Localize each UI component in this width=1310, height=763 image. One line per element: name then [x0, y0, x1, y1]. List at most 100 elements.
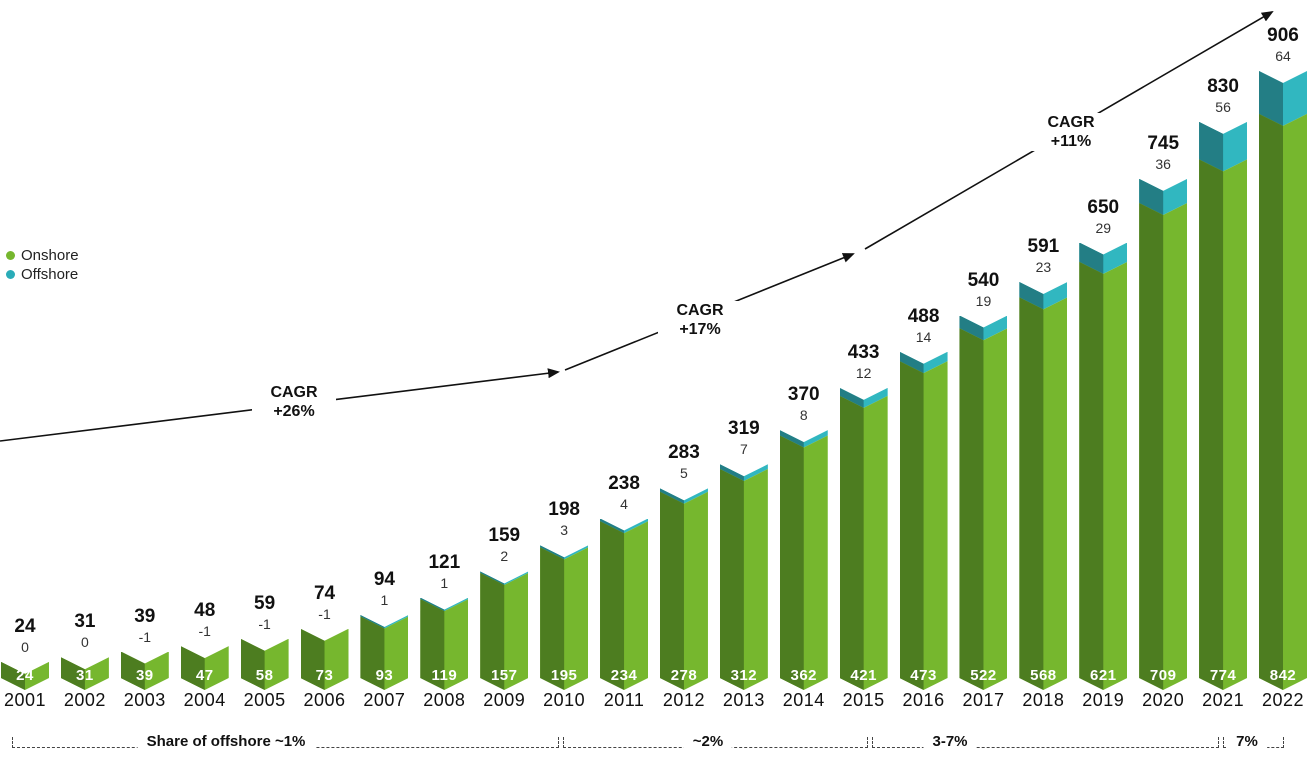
- cagr-annotation-2: CAGR +17%: [658, 301, 742, 339]
- legend-label-onshore: Onshore: [21, 247, 79, 264]
- offshore-value-2012: 5: [680, 465, 688, 482]
- bar-2011: 234: [600, 518, 649, 690]
- onshore-value-2003: 39: [135, 666, 154, 684]
- onshore-value-2014: 362: [790, 666, 818, 684]
- legend: Onshore Offshore: [6, 246, 79, 284]
- offshore-share-bracket-4: 7%: [1223, 733, 1284, 750]
- onshore-value-2010: 195: [550, 666, 578, 684]
- total-value-2013: 319: [728, 418, 760, 440]
- onshore-value-2002: 31: [76, 666, 94, 684]
- offshore-value-2007: 1: [380, 592, 389, 609]
- onshore-segment-dark: [300, 628, 325, 690]
- year-label-2003: 2003: [123, 690, 166, 710]
- total-value-2011: 238: [608, 472, 640, 494]
- onshore-segment-dark: [1259, 113, 1283, 690]
- offshore-value-2020: 36: [1155, 155, 1171, 172]
- total-value-2021: 830: [1207, 75, 1239, 97]
- year-label-2018: 2018: [1022, 690, 1065, 710]
- bar-2010: 195: [540, 545, 589, 690]
- offshore-value-2004: -1: [198, 623, 211, 640]
- year-label-2007: 2007: [363, 690, 406, 710]
- offshore-share-bracket-1: Share of offshore ~1%: [12, 733, 559, 750]
- onshore-value-2022: 842: [1269, 666, 1297, 684]
- bar-2021: 774: [1199, 121, 1248, 690]
- offshore-share-label-4: 7%: [1227, 733, 1267, 750]
- offshore-value-2011: 4: [620, 495, 628, 512]
- total-value-2018: 591: [1027, 236, 1060, 258]
- legend-item-offshore: Offshore: [6, 265, 79, 284]
- bar-2015: 421: [839, 387, 888, 690]
- total-value-2005: 59: [254, 592, 276, 614]
- total-value-2020: 745: [1147, 132, 1180, 154]
- onshore-segment-dark: [1139, 202, 1164, 690]
- onshore-value-2016: 473: [910, 666, 937, 684]
- onshore-value-2019: 621: [1090, 667, 1117, 684]
- year-label-2004: 2004: [183, 690, 226, 710]
- offshore-value-2009: 2: [500, 548, 509, 565]
- legend-label-offshore: Offshore: [21, 266, 79, 283]
- total-value-2007: 94: [373, 569, 395, 591]
- cagr-annotation-1: CAGR +26%: [252, 383, 336, 421]
- onshore-segment-dark: [839, 395, 864, 690]
- onshore-value-2008: 119: [431, 666, 458, 684]
- bar-2022: 842: [1259, 70, 1307, 690]
- offshore-value-2016: 14: [915, 328, 932, 345]
- cagr-3-value: +11%: [1050, 133, 1092, 150]
- bar-2020: 709: [1139, 178, 1188, 690]
- offshore-value-2001: 0: [21, 638, 29, 655]
- cagr-2-title: CAGR: [676, 302, 724, 319]
- offshore-value-2008: 1: [440, 574, 449, 591]
- year-label-2010: 2010: [543, 690, 586, 710]
- offshore-share-label-1: Share of offshore ~1%: [137, 733, 315, 750]
- year-label-2012: 2012: [662, 690, 705, 710]
- onshore-value-2021: 774: [1209, 666, 1237, 684]
- year-label-2013: 2013: [722, 690, 765, 710]
- year-label-2021: 2021: [1202, 690, 1245, 710]
- total-value-2002: 31: [74, 611, 96, 633]
- onshore-segment-dark: [659, 491, 684, 690]
- onshore-segment-dark: [1079, 261, 1104, 690]
- bar-2009: 157: [480, 571, 529, 690]
- onshore-segment-dark: [959, 328, 984, 690]
- total-value-2016: 488: [907, 305, 940, 327]
- offshore-share-label-3: 3-7%: [923, 733, 977, 750]
- offshore-value-2002: 0: [80, 634, 89, 651]
- onshore-segment-dark: [480, 572, 505, 690]
- offshore-value-2021: 56: [1215, 98, 1231, 115]
- year-label-2017: 2017: [962, 690, 1005, 710]
- total-value-2004: 48: [194, 600, 216, 622]
- year-label-2014: 2014: [782, 690, 825, 710]
- offshore-value-2015: 12: [855, 364, 872, 381]
- offshore-share-bracket-3: 3-7%: [872, 733, 1219, 750]
- bar-2012: 278: [659, 488, 708, 690]
- bar-2017: 522: [959, 315, 1008, 690]
- onshore-segment-dark: [1019, 297, 1044, 690]
- offshore-value-2003: -1: [138, 628, 152, 645]
- offshore-value-2017: 19: [975, 292, 992, 309]
- bar-2008: 119: [420, 597, 469, 690]
- bar-2016: 473: [899, 351, 948, 690]
- cagr-1-title: CAGR: [270, 384, 318, 401]
- bar-2018: 568: [1019, 282, 1068, 690]
- offshore-share-label-2: ~2%: [683, 733, 733, 750]
- year-label-2009: 2009: [483, 690, 526, 710]
- bar-2006: 73: [300, 628, 349, 690]
- offshore-value-2018: 23: [1035, 259, 1052, 276]
- year-label-2022: 2022: [1261, 690, 1305, 710]
- onshore-value-2006: 73: [315, 666, 334, 684]
- total-value-2015: 433: [847, 341, 880, 363]
- bar-2019: 621: [1079, 242, 1128, 691]
- total-value-2010: 198: [548, 499, 580, 521]
- bar-2001: 24: [1, 661, 49, 690]
- year-label-2015: 2015: [842, 690, 885, 710]
- onshore-segment-dark: [600, 521, 625, 690]
- total-value-2006: 74: [313, 582, 336, 604]
- total-value-2001: 24: [14, 615, 36, 637]
- offshore-value-2019: 29: [1095, 219, 1112, 236]
- total-value-2019: 650: [1087, 196, 1120, 218]
- bar-2004: 47: [180, 646, 229, 690]
- onshore-value-2018: 568: [1030, 666, 1057, 684]
- offshore-value-2022: 64: [1275, 47, 1291, 64]
- total-value-2014: 370: [787, 384, 820, 406]
- onshore-segment-dark: [1199, 159, 1224, 690]
